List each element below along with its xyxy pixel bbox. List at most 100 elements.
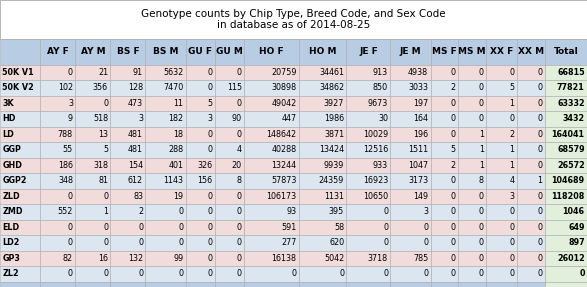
Bar [458, 189, 486, 204]
Bar [75, 96, 110, 111]
Text: 26012: 26012 [557, 254, 585, 263]
Text: 0: 0 [479, 68, 484, 77]
Bar [430, 189, 458, 204]
Bar [545, 127, 587, 142]
Text: 9673: 9673 [368, 99, 388, 108]
Bar [0, 282, 40, 287]
Bar [430, 65, 458, 80]
Text: 4: 4 [237, 145, 242, 154]
Bar [110, 189, 146, 204]
Bar [458, 251, 486, 266]
Bar [517, 251, 545, 266]
Bar [146, 39, 185, 65]
Bar [517, 220, 545, 235]
Text: 8: 8 [479, 176, 484, 185]
Text: 58: 58 [334, 223, 344, 232]
Bar [346, 266, 390, 282]
Text: 518: 518 [93, 114, 108, 123]
Bar [486, 235, 517, 251]
Bar [517, 65, 545, 80]
Bar [390, 282, 430, 287]
Text: 5: 5 [103, 145, 108, 154]
Text: 2: 2 [510, 130, 514, 139]
Bar [430, 39, 458, 65]
Bar [244, 189, 299, 204]
Text: BS F: BS F [117, 47, 139, 56]
Bar [75, 251, 110, 266]
Bar [185, 266, 215, 282]
Bar [390, 251, 430, 266]
Bar [244, 282, 299, 287]
Bar [517, 39, 545, 65]
Bar [75, 127, 110, 142]
Text: 164: 164 [413, 114, 428, 123]
Text: 0: 0 [178, 207, 183, 216]
Text: 5632: 5632 [163, 68, 183, 77]
Bar [517, 142, 545, 158]
Bar [110, 127, 146, 142]
Text: 0: 0 [537, 145, 542, 154]
Text: 0: 0 [537, 99, 542, 108]
Text: 3: 3 [510, 192, 514, 201]
Text: 30898: 30898 [272, 83, 296, 92]
Bar [390, 158, 430, 173]
Text: MS M: MS M [458, 47, 486, 56]
Text: GP3: GP3 [2, 254, 20, 263]
Bar [430, 158, 458, 173]
Bar [430, 142, 458, 158]
Bar [390, 39, 430, 65]
Text: 0: 0 [178, 223, 183, 232]
Bar [75, 80, 110, 96]
Bar [244, 39, 299, 65]
Bar [517, 235, 545, 251]
Text: 0: 0 [537, 130, 542, 139]
Bar [244, 173, 299, 189]
Text: 0: 0 [423, 238, 428, 247]
Bar [0, 204, 40, 220]
Text: 19: 19 [173, 192, 183, 201]
Text: 16138: 16138 [272, 254, 296, 263]
Text: 0: 0 [510, 269, 514, 278]
Bar [458, 142, 486, 158]
Bar [215, 220, 244, 235]
Bar [517, 158, 545, 173]
Text: 40288: 40288 [272, 145, 296, 154]
Text: 0: 0 [237, 207, 242, 216]
Text: 0: 0 [237, 238, 242, 247]
Text: 850: 850 [373, 83, 388, 92]
Bar [486, 251, 517, 266]
Text: 0: 0 [237, 130, 242, 139]
Text: 102: 102 [58, 83, 73, 92]
Text: JE M: JE M [400, 47, 421, 56]
Text: 132: 132 [128, 254, 143, 263]
Text: 326: 326 [197, 161, 212, 170]
Bar [185, 39, 215, 65]
Bar [110, 204, 146, 220]
Text: 12516: 12516 [363, 145, 388, 154]
Bar [0, 0, 587, 39]
Text: JE F: JE F [359, 47, 378, 56]
Text: 481: 481 [128, 130, 143, 139]
Bar [244, 127, 299, 142]
Bar [146, 111, 185, 127]
Bar [517, 80, 545, 96]
Text: 1: 1 [103, 207, 108, 216]
Text: 91: 91 [133, 68, 143, 77]
Text: 50K V2: 50K V2 [2, 83, 34, 92]
Text: ZMD: ZMD [2, 207, 23, 216]
Text: 21: 21 [98, 68, 108, 77]
Text: 20759: 20759 [271, 68, 296, 77]
Bar [244, 235, 299, 251]
Bar [486, 39, 517, 65]
Bar [40, 96, 75, 111]
Bar [545, 204, 587, 220]
Bar [346, 173, 390, 189]
Bar [390, 220, 430, 235]
Bar [0, 235, 40, 251]
Bar [215, 189, 244, 204]
Bar [299, 127, 346, 142]
Text: 26572: 26572 [557, 161, 585, 170]
Text: 0: 0 [510, 254, 514, 263]
Bar [185, 251, 215, 266]
Bar [346, 111, 390, 127]
